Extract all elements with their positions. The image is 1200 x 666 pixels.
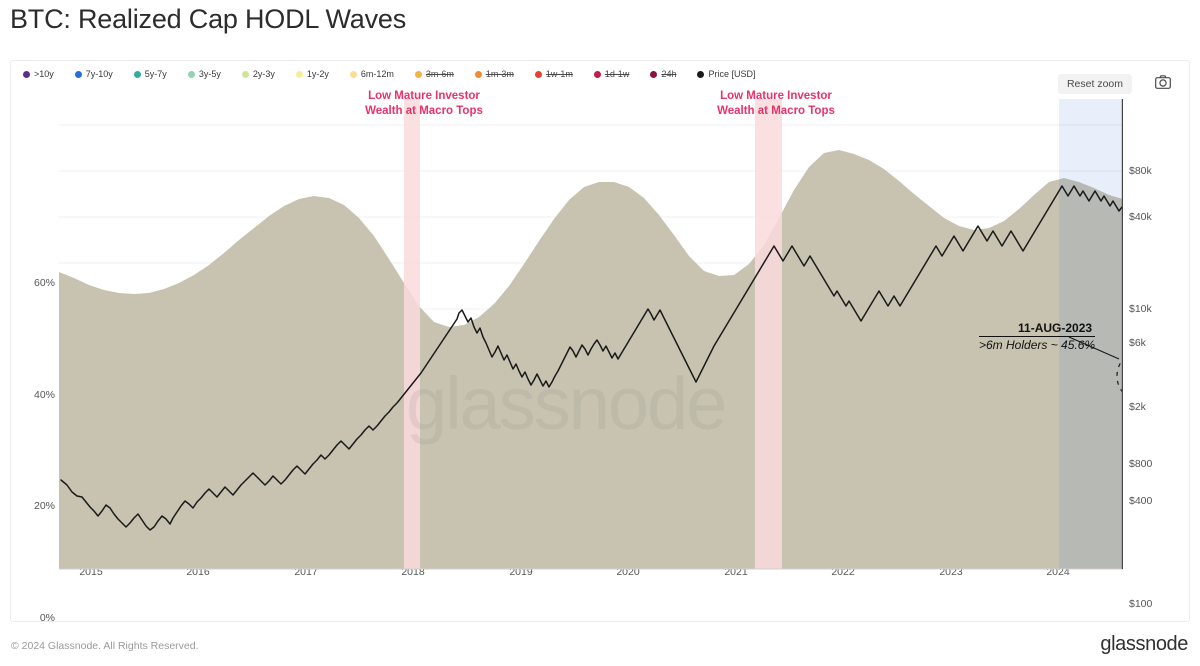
macro-top-band-1 xyxy=(404,99,420,569)
legend-dot-price xyxy=(697,71,705,78)
zoom-selection-band xyxy=(1059,99,1123,569)
plot-area[interactable] xyxy=(59,99,1123,619)
legend-dot-7y10y xyxy=(74,71,82,78)
legend-item-7y10y[interactable]: 7y-10y xyxy=(74,69,113,80)
camera-icon[interactable] xyxy=(1153,72,1173,92)
chart-card: >10y 7y-10y 5y-7y 3y-5y 2y-3y 1y-2y 6m-1… xyxy=(10,60,1190,624)
legend-dot-3m6m xyxy=(414,71,422,78)
y-axis-right: $80k $40k $10k $6k $2k $800 $400 $100 xyxy=(1129,99,1189,610)
legend-dot-5y7y xyxy=(133,71,141,78)
legend-item-price[interactable]: Price [USD] xyxy=(697,69,755,80)
macro-top-annotation-2: Low Mature Investor Wealth at Macro Tops xyxy=(681,89,871,119)
chart-legend: >10y 7y-10y 5y-7y 3y-5y 2y-3y 1y-2y 6m-1… xyxy=(23,69,776,80)
y-tick-right-40k: $40k xyxy=(1129,211,1152,223)
macro-note-2-line1: Low Mature Investor xyxy=(720,90,832,102)
y-tick-right-80k: $80k xyxy=(1129,165,1152,177)
legend-label-7y10y: 7y-10y xyxy=(85,69,113,79)
area-gt10y xyxy=(59,150,1123,569)
macro-top-band-2 xyxy=(755,99,782,569)
macro-note-1-line2: Wealth at Macro Tops xyxy=(365,105,483,117)
legend-dot-3y5y xyxy=(187,71,195,78)
legend-label-24h: 24h xyxy=(661,69,677,79)
legend-label-2y3y: 2y-3y xyxy=(252,69,275,79)
legend-dot-1d1w xyxy=(593,71,601,78)
footer-copyright: © 2024 Glassnode. All Rights Reserved. xyxy=(11,640,199,652)
legend-label-1y2y: 1y-2y xyxy=(306,69,329,79)
legend-item-2y3y[interactable]: 2y-3y xyxy=(241,69,275,80)
page-title: BTC: Realized Cap HODL Waves xyxy=(10,4,407,34)
legend-dot-2y3y xyxy=(241,71,249,78)
legend-label-price: Price [USD] xyxy=(708,69,756,79)
legend-item-1d1w[interactable]: 1d-1w xyxy=(593,69,630,80)
data-callout: 11-AUG-2023 >6m Holders ~ 45.6% xyxy=(979,321,1096,352)
legend-dot-gt10y xyxy=(23,71,30,78)
legend-item-1m3m[interactable]: 1m-3m xyxy=(474,69,514,80)
legend-item-5y7y[interactable]: 5y-7y xyxy=(133,69,167,80)
y-tick-right-10k: $10k xyxy=(1129,303,1152,315)
reset-zoom-button[interactable]: Reset zoom xyxy=(1057,74,1132,94)
macro-top-annotation-1: Low Mature Investor Wealth at Macro Tops xyxy=(329,89,519,119)
y-tick-right-6k: $6k xyxy=(1129,337,1146,349)
legend-label-1w1m: 1w-1m xyxy=(545,69,573,79)
hodl-waves-svg xyxy=(59,99,1123,570)
price-line xyxy=(60,185,1123,531)
legend-item-3y5y[interactable]: 3y-5y xyxy=(187,69,221,80)
y-axis-left: 60% 40% 20% 0% xyxy=(11,99,55,624)
callout-value: >6m Holders ~ 45.6% xyxy=(979,338,1096,352)
y-tick-right-2k: $2k xyxy=(1129,401,1146,413)
y-tick-right-800: $800 xyxy=(1129,458,1153,470)
callout-date: 11-AUG-2023 xyxy=(979,321,1096,337)
legend-dot-1y2y xyxy=(295,71,303,78)
y-tick-right-400: $400 xyxy=(1129,495,1153,507)
legend-label-3m6m: 3m-6m xyxy=(425,69,454,79)
macro-note-2-line2: Wealth at Macro Tops xyxy=(717,105,835,117)
legend-label-gt10y: >10y xyxy=(34,69,54,79)
legend-item-3m6m[interactable]: 3m-6m xyxy=(414,69,454,80)
y-tick-right-100: $100 xyxy=(1129,598,1153,610)
legend-item-1y2y[interactable]: 1y-2y xyxy=(295,69,329,80)
legend-label-1m3m: 1m-3m xyxy=(485,69,514,79)
legend-label-1d1w: 1d-1w xyxy=(604,69,630,79)
callout-leader xyxy=(1068,336,1120,360)
legend-item-gt10y[interactable]: >10y xyxy=(23,69,54,80)
legend-label-6m12m: 6m-12m xyxy=(360,69,394,79)
legend-label-3y5y: 3y-5y xyxy=(198,69,221,79)
macro-note-1-line1: Low Mature Investor xyxy=(368,90,480,102)
legend-dot-1w1m xyxy=(534,71,542,78)
stacked-areas xyxy=(59,150,1123,569)
y-tick-left-20: 20% xyxy=(33,500,55,512)
legend-dot-24h xyxy=(650,71,658,78)
y-tick-left-0: 0% xyxy=(39,612,55,624)
legend-item-6m12m[interactable]: 6m-12m xyxy=(349,69,394,80)
y-tick-left-40: 40% xyxy=(33,389,55,401)
legend-dot-1m3m xyxy=(474,71,482,78)
legend-item-1w1m[interactable]: 1w-1m xyxy=(534,69,573,80)
legend-label-5y7y: 5y-7y xyxy=(144,69,167,79)
legend-item-24h[interactable]: 24h xyxy=(650,69,676,80)
footer-logo: glassnode xyxy=(1100,633,1188,655)
y-tick-left-60: 60% xyxy=(33,277,55,289)
legend-dot-6m12m xyxy=(349,71,357,78)
